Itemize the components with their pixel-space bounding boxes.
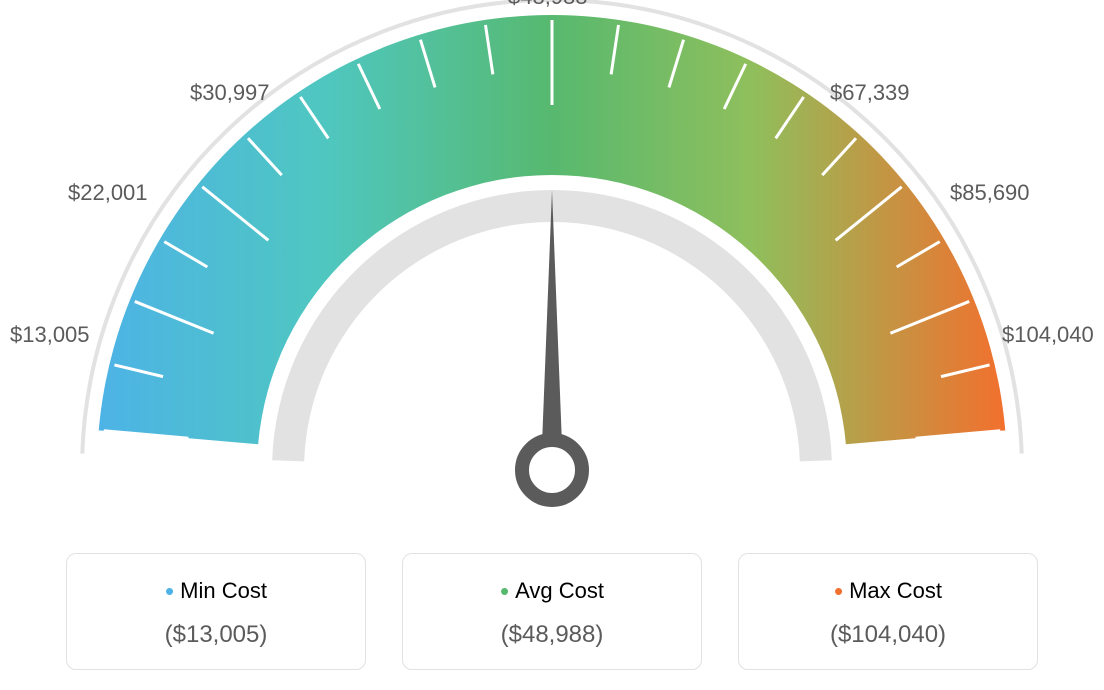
legend-value-avg: ($48,988) — [413, 621, 691, 649]
legend-value-max: ($104,040) — [749, 621, 1027, 649]
gauge-tick-label: $85,690 — [950, 180, 1030, 206]
gauge-svg — [0, 0, 1104, 540]
gauge-tick-label: $48,988 — [508, 0, 588, 10]
legend-value-min: ($13,005) — [77, 621, 355, 649]
dot-icon: • — [500, 576, 509, 606]
legend-card-min: •Min Cost ($13,005) — [66, 553, 366, 670]
legend-title-avg: •Avg Cost — [413, 576, 691, 607]
dot-icon: • — [165, 576, 174, 606]
gauge-area: $13,005 $22,001 $30,997 $48,988 $67,339 $85,6… — [0, 0, 1104, 540]
gauge-tick-label: $13,005 — [10, 322, 90, 348]
legend-title-text: Avg Cost — [515, 578, 604, 603]
gauge-tick-label: $22,001 — [68, 180, 148, 206]
legend-title-text: Min Cost — [180, 578, 267, 603]
legend-row: •Min Cost ($13,005) •Avg Cost ($48,988) … — [0, 553, 1104, 670]
legend-title-text: Max Cost — [849, 578, 942, 603]
gauge-needle — [541, 190, 563, 470]
needle-hub — [522, 440, 582, 500]
legend-title-min: •Min Cost — [77, 576, 355, 607]
gauge-tick-label: $30,997 — [190, 80, 270, 106]
gauge-tick-label: $67,339 — [830, 80, 910, 106]
dot-icon: • — [834, 576, 843, 606]
gauge-tick-label: $104,040 — [1002, 322, 1094, 348]
legend-card-max: •Max Cost ($104,040) — [738, 553, 1038, 670]
cost-gauge-chart: $13,005 $22,001 $30,997 $48,988 $67,339 $85,6… — [0, 0, 1104, 690]
legend-title-max: •Max Cost — [749, 576, 1027, 607]
legend-card-avg: •Avg Cost ($48,988) — [402, 553, 702, 670]
